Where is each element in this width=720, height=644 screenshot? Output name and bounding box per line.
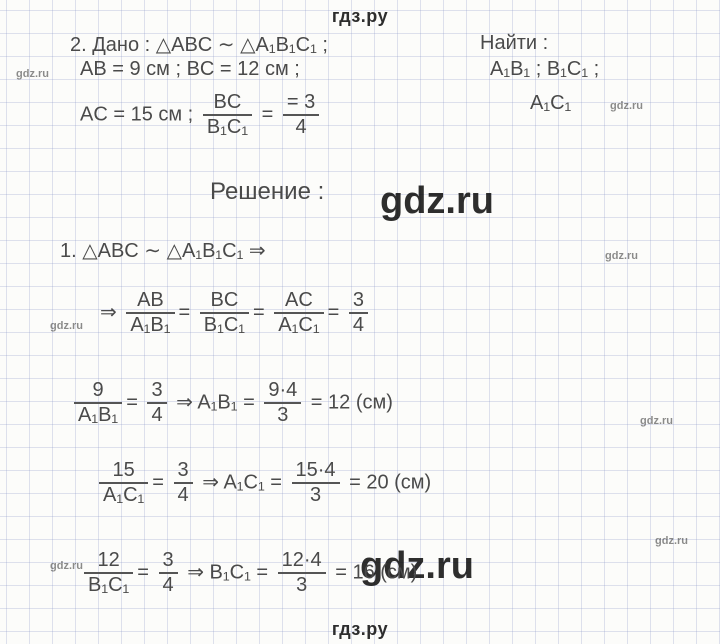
c1-left: 9 A₁B₁ xyxy=(74,380,122,426)
c2-right: 3 4 xyxy=(174,460,193,506)
ratio-bc: BC B₁C₁ xyxy=(203,92,252,138)
ratio-num: = 3 xyxy=(283,92,319,113)
ratio-den: 4 xyxy=(283,117,319,138)
c1-resn: 9·4 xyxy=(264,380,301,401)
chain-t3n: AC xyxy=(274,290,323,311)
chain-rn: 3 xyxy=(349,290,368,311)
c3-ld: B₁C₁ xyxy=(84,575,133,596)
given-line1: 2. Дано : △ABC ∼ △A₁B₁C₁ ; xyxy=(70,32,328,57)
c2-resn: 15·4 xyxy=(292,460,340,481)
c1-res: 9·4 3 xyxy=(264,380,301,426)
given-line3: AC = 15 см ; BC B₁C₁ = = 3 4 xyxy=(80,92,323,138)
page-header: гдз.ру xyxy=(0,6,720,27)
c2-ld: A₁C₁ xyxy=(99,485,148,506)
c3-res: 12·4 3 xyxy=(278,550,326,596)
c3-ln: 12 xyxy=(84,550,133,571)
c1-ln: 9 xyxy=(74,380,122,401)
c2-resd: 3 xyxy=(292,485,340,506)
step-1: 1. △ABC ∼ △A₁B₁C₁ ⇒ xyxy=(60,238,266,263)
ratio-bc-den: B₁C₁ xyxy=(203,117,252,138)
c2-left: 15 A₁C₁ xyxy=(99,460,148,506)
c2-ans: = 20 (см) xyxy=(349,471,431,493)
c3-resn: 12·4 xyxy=(278,550,326,571)
c2-rn: 3 xyxy=(174,460,193,481)
ac-value: AC = 15 см ; xyxy=(80,103,193,125)
chain-t3: AC A₁C₁ xyxy=(274,290,323,336)
c1-rd: 4 xyxy=(147,405,166,426)
c3-resd: 3 xyxy=(278,575,326,596)
chain-t1n: AB xyxy=(126,290,174,311)
find-label: Найти : xyxy=(480,32,548,55)
c3-right: 3 4 xyxy=(159,550,178,596)
c2-res: 15·4 3 xyxy=(292,460,340,506)
c3-left: 12 B₁C₁ xyxy=(84,550,133,596)
c3-var: B₁C₁ xyxy=(210,561,251,583)
ratio-3-4: = 3 4 xyxy=(283,92,319,138)
calc-3: 12 B₁C₁ = 3 4 ⇒ B₁C₁ = 12·4 3 = 16 (см) xyxy=(80,550,417,596)
c1-var: A₁B₁ xyxy=(197,391,237,413)
chain-t1: AB A₁B₁ xyxy=(126,290,174,336)
c1-ans: = 12 (см) xyxy=(311,391,393,413)
c1-ld: A₁B₁ xyxy=(74,405,122,426)
chain-t3d: A₁C₁ xyxy=(274,315,323,336)
calc-2: 15 A₁C₁ = 3 4 ⇒ A₁C₁ = 15·4 3 = 20 (см) xyxy=(95,460,431,506)
chain-t2d: B₁C₁ xyxy=(200,315,249,336)
ratio-chain: ⇒ AB A₁B₁ = BC B₁C₁ = AC A₁C₁ = 3 4 xyxy=(100,290,372,336)
calc-1: 9 A₁B₁ = 3 4 ⇒ A₁B₁ = 9·4 3 = 12 (см) xyxy=(70,380,393,426)
c1-resd: 3 xyxy=(264,405,301,426)
c3-rd: 4 xyxy=(159,575,178,596)
chain-t2n: BC xyxy=(200,290,249,311)
page-footer: гдз.ру xyxy=(0,619,720,640)
chain-t2: BC B₁C₁ xyxy=(200,290,249,336)
c1-right: 3 4 xyxy=(147,380,166,426)
given-line2: AB = 9 см ; BC = 12 см ; xyxy=(80,58,300,81)
c3-ans: = 16 (см) xyxy=(335,561,417,583)
c3-rn: 3 xyxy=(159,550,178,571)
find-line2: A₁B₁ ; B₁C₁ ; xyxy=(490,58,599,81)
find-line3: A₁C₁ xyxy=(530,92,571,115)
ratio-bc-num: BC xyxy=(203,92,252,113)
chain-t1d: A₁B₁ xyxy=(126,315,174,336)
c2-var: A₁C₁ xyxy=(223,471,264,493)
chain-r: 3 4 xyxy=(349,290,368,336)
c1-rn: 3 xyxy=(147,380,166,401)
c2-ln: 15 xyxy=(99,460,148,481)
c2-rd: 4 xyxy=(174,485,193,506)
solution-heading: Решение : xyxy=(210,178,324,206)
chain-rd: 4 xyxy=(349,315,368,336)
